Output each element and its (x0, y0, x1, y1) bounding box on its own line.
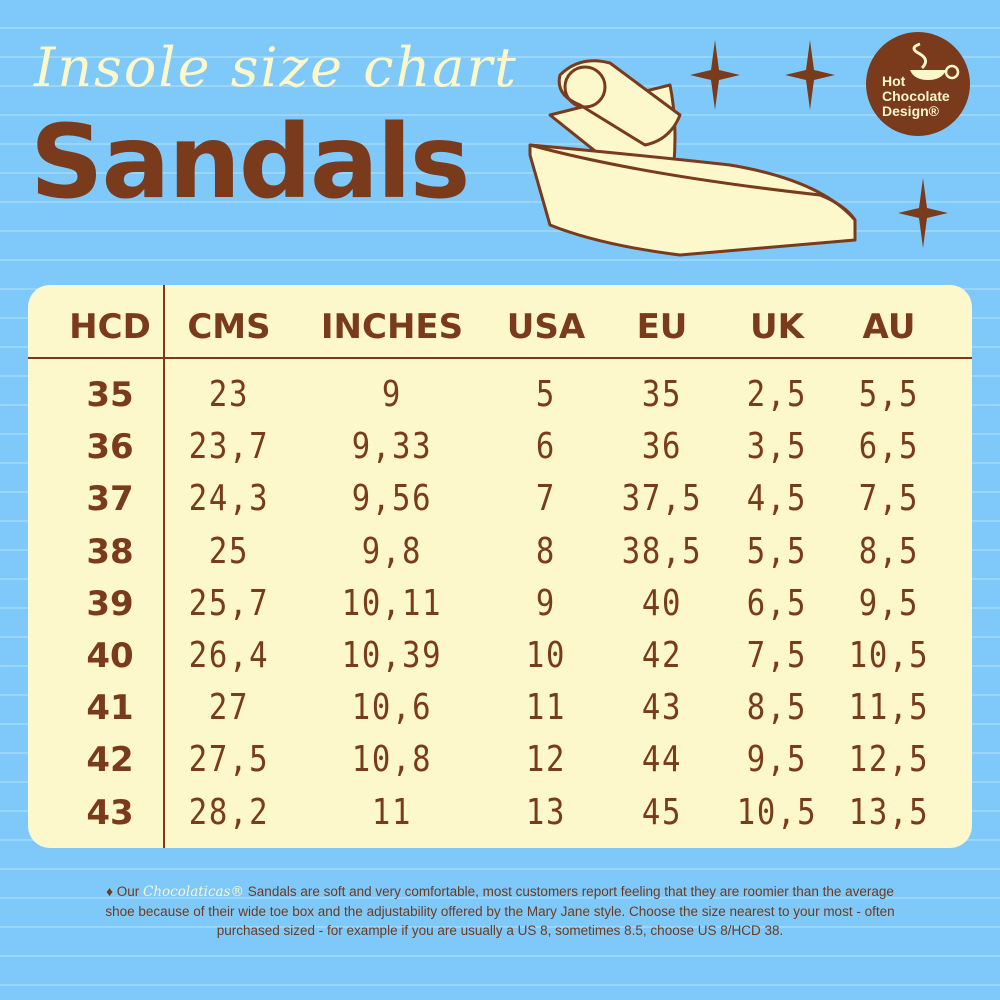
table-cell-uk: 4,5 (746, 478, 808, 520)
column-header-hcd: HCD (69, 307, 151, 347)
table-cell-au: 5,5 (858, 374, 920, 415)
column-header-usa: USA (506, 307, 586, 347)
table-cell-inches: 10,6 (351, 687, 433, 729)
title-script: Insole size chart (34, 36, 519, 99)
table-cell-uk: 6,5 (746, 582, 808, 624)
column-header-au: AU (862, 307, 916, 347)
star-icon (690, 40, 740, 110)
table-cell-eu: 35 (641, 374, 683, 415)
table-cell-uk: 7,5 (746, 635, 808, 676)
column-header-uk: UK (750, 307, 804, 347)
star-icon (785, 40, 835, 110)
row-hcd-size: 36 (86, 427, 134, 468)
header-divider (28, 357, 972, 359)
row-hcd-size: 41 (86, 688, 134, 729)
brand-name: Chocolaticas® (143, 884, 245, 900)
row-hcd-size: 37 (86, 479, 134, 520)
table-cell-eu: 45 (641, 791, 683, 833)
table-cell-uk: 2,5 (746, 374, 808, 415)
table-cell-usa: 8 (535, 530, 557, 572)
page-title: Sandals (30, 103, 470, 222)
table-cell-uk: 5,5 (746, 530, 808, 572)
table-cell-au: 13,5 (848, 791, 930, 833)
table-cell-au: 10,5 (848, 635, 930, 676)
table-cell-cms: 24,3 (188, 478, 270, 520)
table-cell-cms: 23 (208, 374, 250, 415)
table-cell-eu: 44 (641, 739, 683, 781)
note-prefix: ♦ Our (106, 884, 140, 899)
column-divider (163, 285, 165, 848)
table-cell-eu: 37,5 (621, 478, 703, 520)
note-text: Sandals are soft and very comfortable, m… (105, 884, 895, 938)
table-cell-eu: 42 (641, 635, 683, 676)
row-hcd-size: 40 (86, 636, 134, 676)
brand-logo: Hot Chocolate Design® (866, 32, 970, 136)
table-cell-inches: 9,33 (351, 426, 433, 468)
table-cell-uk: 9,5 (746, 739, 808, 781)
table-cell-cms: 27 (208, 687, 250, 729)
table-cell-inches: 9,8 (361, 530, 423, 572)
table-cell-uk: 10,5 (736, 791, 818, 833)
table-cell-uk: 3,5 (746, 426, 808, 468)
table-cell-usa: 11 (525, 687, 567, 729)
table-cell-inches: 11 (371, 791, 413, 833)
table-cell-inches: 9,56 (351, 478, 433, 520)
table-cell-eu: 36 (641, 426, 683, 468)
cup-icon (910, 42, 960, 80)
table-cell-inches: 10,11 (341, 582, 443, 624)
table-cell-usa: 10 (525, 635, 567, 676)
logo-text: Hot Chocolate Design® (882, 73, 950, 119)
table-cell-usa: 12 (525, 739, 567, 781)
row-hcd-size: 42 (86, 740, 134, 781)
column-header-eu: EU (636, 307, 688, 347)
row-hcd-size: 35 (86, 375, 134, 415)
star-icon (898, 178, 948, 248)
table-cell-au: 11,5 (848, 687, 930, 729)
table-cell-uk: 8,5 (746, 687, 808, 729)
table-cell-cms: 25,7 (188, 582, 270, 624)
table-cell-inches: 9 (381, 374, 403, 415)
table-cell-au: 9,5 (858, 582, 920, 624)
table-cell-cms: 27,5 (188, 739, 270, 781)
column-header-inches: INCHES (320, 307, 464, 347)
sandal-illustration (528, 59, 857, 257)
table-cell-eu: 40 (641, 582, 683, 624)
table-cell-cms: 23,7 (188, 426, 270, 468)
table-cell-usa: 7 (535, 478, 557, 520)
table-cell-inches: 10,39 (341, 635, 443, 676)
table-cell-usa: 5 (535, 374, 557, 415)
table-cell-usa: 6 (535, 426, 557, 468)
table-cell-eu: 38,5 (621, 530, 703, 572)
size-table: HCD CMS INCHES USA EU UK AU 35 23 9 5 35 2,5 5,5 36 23,… (28, 285, 972, 848)
column-header-cms: CMS (187, 307, 271, 347)
table-cell-cms: 26,4 (188, 635, 270, 676)
row-hcd-size: 38 (86, 531, 134, 572)
table-cell-au: 7,5 (858, 478, 920, 520)
table-cell-eu: 43 (641, 687, 683, 729)
table-cell-au: 8,5 (858, 530, 920, 572)
table-cell-cms: 28,2 (188, 791, 270, 833)
table-cell-au: 6,5 (858, 426, 920, 468)
table-cell-inches: 10,8 (351, 739, 433, 781)
footnote: ♦ Our Chocolaticas® Sandals are soft and… (100, 882, 900, 940)
table-cell-usa: 9 (535, 582, 557, 624)
table-cell-au: 12,5 (848, 739, 930, 781)
row-hcd-size: 43 (86, 792, 134, 833)
table-cell-usa: 13 (525, 791, 567, 833)
row-hcd-size: 39 (86, 583, 134, 624)
table-cell-cms: 25 (208, 530, 250, 572)
